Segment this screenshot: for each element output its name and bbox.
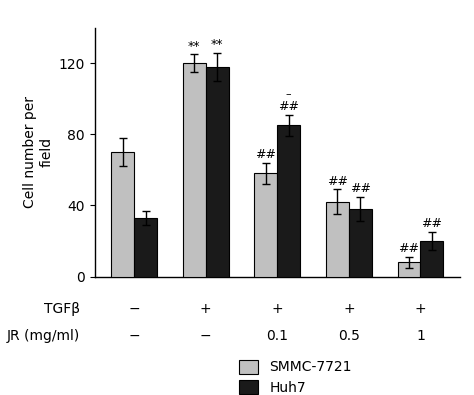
- Text: −: −: [128, 302, 140, 316]
- Text: 0.1: 0.1: [266, 329, 288, 343]
- Bar: [349, 209, 372, 276]
- Text: +: +: [200, 302, 211, 316]
- Text: **: **: [211, 38, 223, 51]
- Text: +: +: [343, 302, 355, 316]
- Bar: [134, 218, 157, 276]
- Text: −: −: [128, 329, 140, 343]
- Text: TGFβ: TGFβ: [44, 302, 80, 316]
- Bar: [420, 241, 443, 276]
- Text: −: −: [200, 329, 211, 343]
- Text: 0.5: 0.5: [338, 329, 360, 343]
- Text: **: **: [188, 40, 201, 53]
- Text: +: +: [272, 302, 283, 316]
- Text: ##: ##: [421, 217, 442, 230]
- Bar: [255, 173, 277, 276]
- Legend: SMMC-7721, Huh7: SMMC-7721, Huh7: [235, 356, 356, 395]
- Text: ##: ##: [255, 148, 276, 161]
- Text: ##: ##: [350, 182, 371, 195]
- Bar: [183, 63, 206, 276]
- Bar: [111, 152, 134, 276]
- Text: ##: ##: [327, 175, 348, 188]
- Bar: [398, 262, 420, 276]
- Text: –: –: [286, 89, 292, 99]
- Text: ##: ##: [278, 100, 299, 113]
- Text: JR (mg/ml): JR (mg/ml): [7, 329, 80, 343]
- Bar: [206, 67, 228, 276]
- Bar: [277, 126, 300, 276]
- Y-axis label: Cell number per
field: Cell number per field: [23, 96, 53, 208]
- Text: +: +: [415, 302, 426, 316]
- Text: ##: ##: [399, 242, 419, 255]
- Text: 1: 1: [416, 329, 425, 343]
- Bar: [326, 202, 349, 276]
